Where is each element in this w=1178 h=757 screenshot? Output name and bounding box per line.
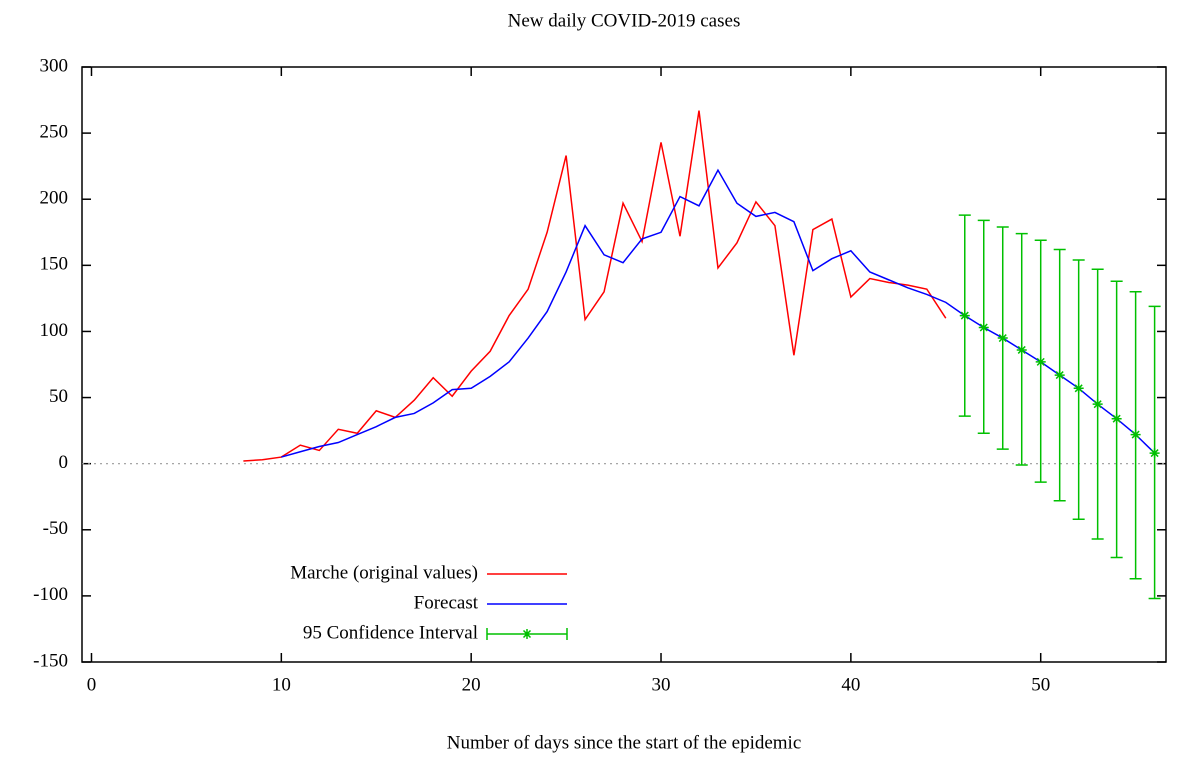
line xyxy=(243,110,947,462)
y-tick-label: 100 xyxy=(40,320,69,341)
y-tick-label: 300 xyxy=(40,55,69,76)
point xyxy=(1092,399,1103,410)
y-tick-label: 250 xyxy=(40,121,69,142)
y-tick-label: -50 xyxy=(43,518,68,539)
chart-title: New daily COVID-2019 cases xyxy=(508,10,741,31)
point xyxy=(959,310,970,321)
y-tick-label: 50 xyxy=(49,386,68,407)
point xyxy=(1073,383,1084,394)
x-tick-label: 30 xyxy=(652,674,671,695)
y-tick-label: 150 xyxy=(40,254,69,275)
point xyxy=(978,322,989,333)
point xyxy=(1130,429,1141,440)
line xyxy=(281,168,1156,458)
y-tick-label: -150 xyxy=(33,650,68,671)
x-tick-label: 0 xyxy=(87,674,97,695)
point xyxy=(1035,356,1046,367)
legend-label: Forecast xyxy=(414,592,479,613)
point xyxy=(1016,344,1027,355)
legend-label: Marche (original values) xyxy=(290,562,478,583)
x-tick-label: 50 xyxy=(1031,674,1050,695)
legend-label: 95 Confidence Interval xyxy=(303,622,478,643)
y-tick-label: 0 xyxy=(59,452,69,473)
y-tick-label: 200 xyxy=(40,188,69,209)
x-tick-label: 20 xyxy=(462,674,481,695)
legend-swatch xyxy=(486,628,568,640)
plot-frame xyxy=(81,66,1167,663)
point xyxy=(1054,370,1065,381)
y-tick-label: -100 xyxy=(33,584,68,605)
x-axis-label: Number of days since the start of the ep… xyxy=(447,732,802,753)
point xyxy=(1149,448,1160,459)
x-tick-label: 40 xyxy=(841,674,860,695)
x-tick-label: 10 xyxy=(272,674,291,695)
point xyxy=(997,333,1008,344)
point xyxy=(1111,413,1122,424)
